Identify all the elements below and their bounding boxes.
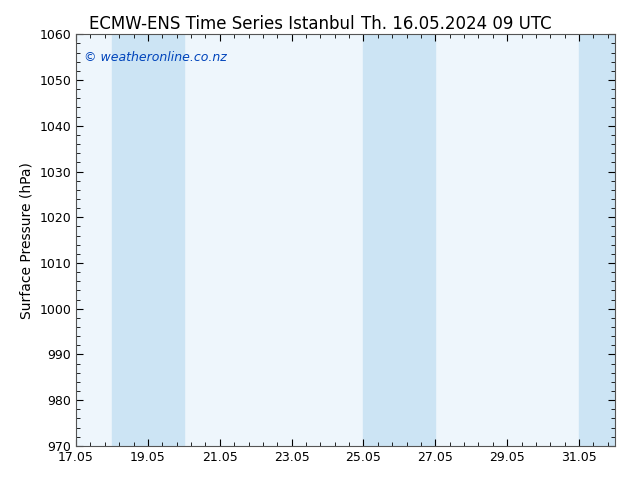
Text: ECMW-ENS Time Series Istanbul: ECMW-ENS Time Series Istanbul <box>89 15 354 33</box>
Bar <box>112 34 184 446</box>
Text: Th. 16.05.2024 09 UTC: Th. 16.05.2024 09 UTC <box>361 15 552 33</box>
Text: © weatheronline.co.nz: © weatheronline.co.nz <box>84 51 227 64</box>
Y-axis label: Surface Pressure (hPa): Surface Pressure (hPa) <box>20 162 34 318</box>
Bar <box>363 34 436 446</box>
Bar <box>579 34 615 446</box>
